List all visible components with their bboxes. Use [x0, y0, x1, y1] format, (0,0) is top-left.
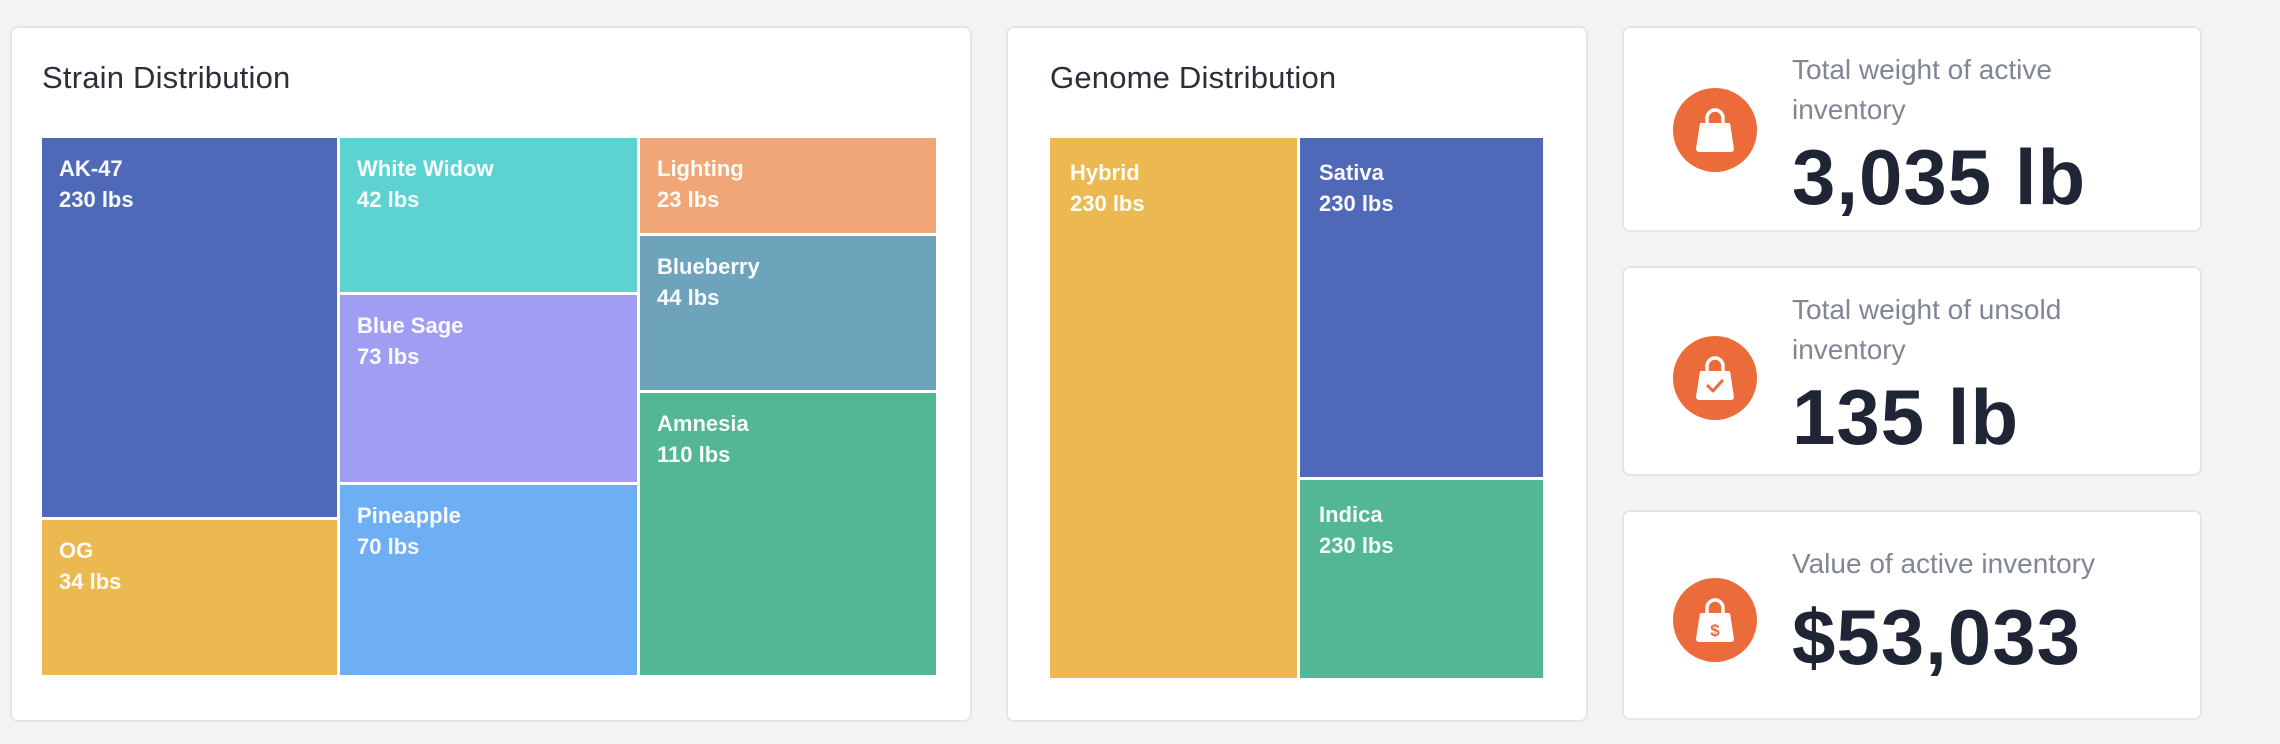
- stat-card-active-weight: Total weight of active inventory 3,035 l…: [1622, 26, 2202, 232]
- stat-value: 135 lb: [1792, 373, 2020, 461]
- tile-label: Blueberry: [657, 254, 760, 279]
- tile-value: 44 lbs: [657, 285, 720, 310]
- shopping-bag-dollar-icon: $: [1673, 578, 1757, 662]
- strain-tile-ak-47[interactable]: AK-47 230 lbs: [42, 138, 340, 520]
- stat-label: Total weight of unsold inventory: [1792, 294, 2062, 365]
- genome-distribution-card: Genome Distribution Hybrid 230 lbs Sativ…: [1006, 26, 1588, 722]
- tile-value: 70 lbs: [357, 534, 420, 559]
- stat-card-unsold-weight: Total weight of unsold inventory 135 lb: [1622, 266, 2202, 476]
- strain-tile-white-widow[interactable]: White Widow 42 lbs: [340, 138, 640, 295]
- tile-value: 42 lbs: [357, 187, 420, 212]
- genome-tile-hybrid[interactable]: Hybrid 230 lbs: [1050, 138, 1300, 681]
- stat-card-inventory-value: $ Value of active inventory $53,033: [1622, 510, 2202, 720]
- stat-label: Total weight of active inventory: [1792, 54, 2052, 125]
- strain-tile-amnesia[interactable]: Amnesia 110 lbs: [640, 393, 939, 678]
- genome-tile-sativa[interactable]: Sativa 230 lbs: [1300, 138, 1546, 480]
- tile-value: 230 lbs: [1319, 191, 1394, 216]
- strain-tile-blue-sage[interactable]: Blue Sage 73 lbs: [340, 295, 640, 485]
- tile-label: AK-47: [59, 156, 123, 181]
- tile-label: Hybrid: [1070, 160, 1140, 185]
- tile-value: 110 lbs: [657, 442, 731, 467]
- svg-text:$: $: [1710, 621, 1720, 640]
- strain-treemap: AK-47 230 lbs OG 34 lbs White Widow 42 l…: [42, 138, 949, 678]
- tile-label: Lighting: [657, 156, 744, 181]
- tile-label: OG: [59, 538, 94, 563]
- stat-value: $53,033: [1792, 593, 2081, 681]
- genome-distribution-title: Genome Distribution: [1050, 60, 1337, 95]
- tile-label: White Widow: [357, 156, 494, 181]
- strain-tile-blueberry[interactable]: Blueberry 44 lbs: [640, 236, 939, 393]
- strain-distribution-card: Strain Distribution AK-47 230 lbs OG 34 …: [10, 26, 972, 722]
- tile-value: 230 lbs: [1070, 191, 1145, 216]
- stat-label: Value of active inventory: [1792, 548, 2095, 579]
- strain-tile-pineapple[interactable]: Pineapple 70 lbs: [340, 485, 640, 678]
- tile-label: Blue Sage: [357, 313, 464, 338]
- genome-treemap: Hybrid 230 lbs Sativa 230 lbs Indica 230…: [1050, 138, 1546, 681]
- tile-value: 230 lbs: [59, 187, 134, 212]
- shopping-bag-check-icon: [1673, 336, 1757, 420]
- tile-value: 73 lbs: [357, 344, 420, 369]
- tile-label: Indica: [1319, 502, 1383, 527]
- tile-label: Amnesia: [657, 411, 749, 436]
- tile-label: Sativa: [1319, 160, 1384, 185]
- tile-label: Pineapple: [357, 503, 461, 528]
- strain-tile-lighting[interactable]: Lighting 23 lbs: [640, 138, 939, 236]
- genome-tile-indica[interactable]: Indica 230 lbs: [1300, 480, 1546, 681]
- tile-value: 23 lbs: [657, 187, 720, 212]
- stat-value: 3,035 lb: [1792, 133, 2087, 221]
- strain-distribution-title: Strain Distribution: [42, 60, 291, 95]
- shopping-bag-icon: [1673, 88, 1757, 172]
- tile-value: 230 lbs: [1319, 533, 1394, 558]
- tile-value: 34 lbs: [59, 569, 122, 594]
- strain-tile-og[interactable]: OG 34 lbs: [42, 520, 340, 678]
